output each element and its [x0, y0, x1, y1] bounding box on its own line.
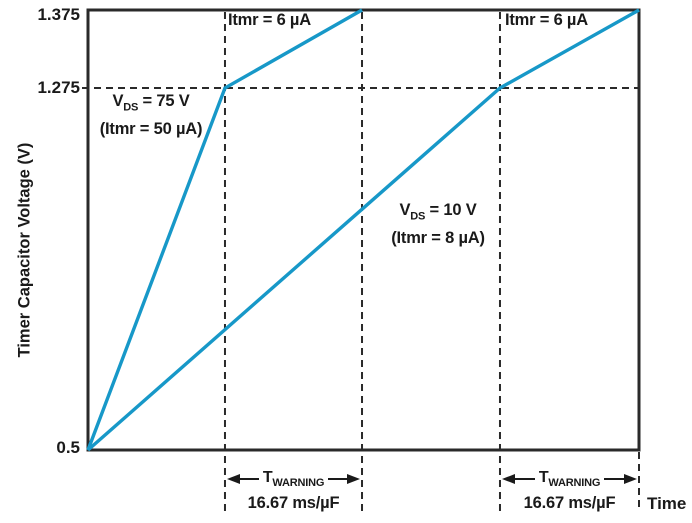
twarning-label-left: TWARNING [262, 468, 325, 490]
twarning-rate-right: 16.67 ms/µF [523, 494, 616, 512]
annotation-vds-10v: VDS = 10 V (Itmr = 8 µA) [372, 199, 504, 249]
annotation-vds-75v: VDS = 75 V (Itmr = 50 µA) [84, 90, 218, 140]
twarning-marker-right: TWARNING [502, 468, 637, 490]
y-tick-0-5: 0.5 [56, 438, 80, 457]
arrow-shaft [604, 477, 624, 481]
arrow-shaft [328, 477, 347, 481]
x-axis-title: Time [647, 494, 687, 513]
annotation-itmr-6ua-left: Itmr = 6 µA [228, 11, 311, 29]
annotation-vds-75v-line2: (Itmr = 50 µA) [99, 120, 203, 139]
y-tick-1375: 1.375 [37, 5, 80, 24]
twarning-rate-left: 16.67 ms/µF [247, 494, 340, 512]
arrowhead-left-icon [227, 474, 240, 484]
arrowhead-right-icon [624, 474, 637, 484]
arrowhead-left-icon [502, 474, 515, 484]
annotation-vds-10v-line2: (Itmr = 8 µA) [391, 229, 485, 248]
annotation-vds-75v-line1: VDS = 75 V [112, 92, 190, 114]
y-tick-1275: 1.275 [37, 78, 80, 97]
annotation-itmr-6ua-right: Itmr = 6 µA [505, 11, 588, 29]
arrow-shaft [240, 477, 259, 481]
twarning-label-right: TWARNING [538, 468, 601, 490]
annotation-vds-10v-line1: VDS = 10 V [399, 201, 477, 223]
y-axis-title: Timer Capacitor Voltage (V) [15, 142, 34, 358]
arrow-shaft [515, 477, 535, 481]
twarning-marker-left: TWARNING [227, 468, 360, 490]
arrowhead-right-icon [347, 474, 360, 484]
